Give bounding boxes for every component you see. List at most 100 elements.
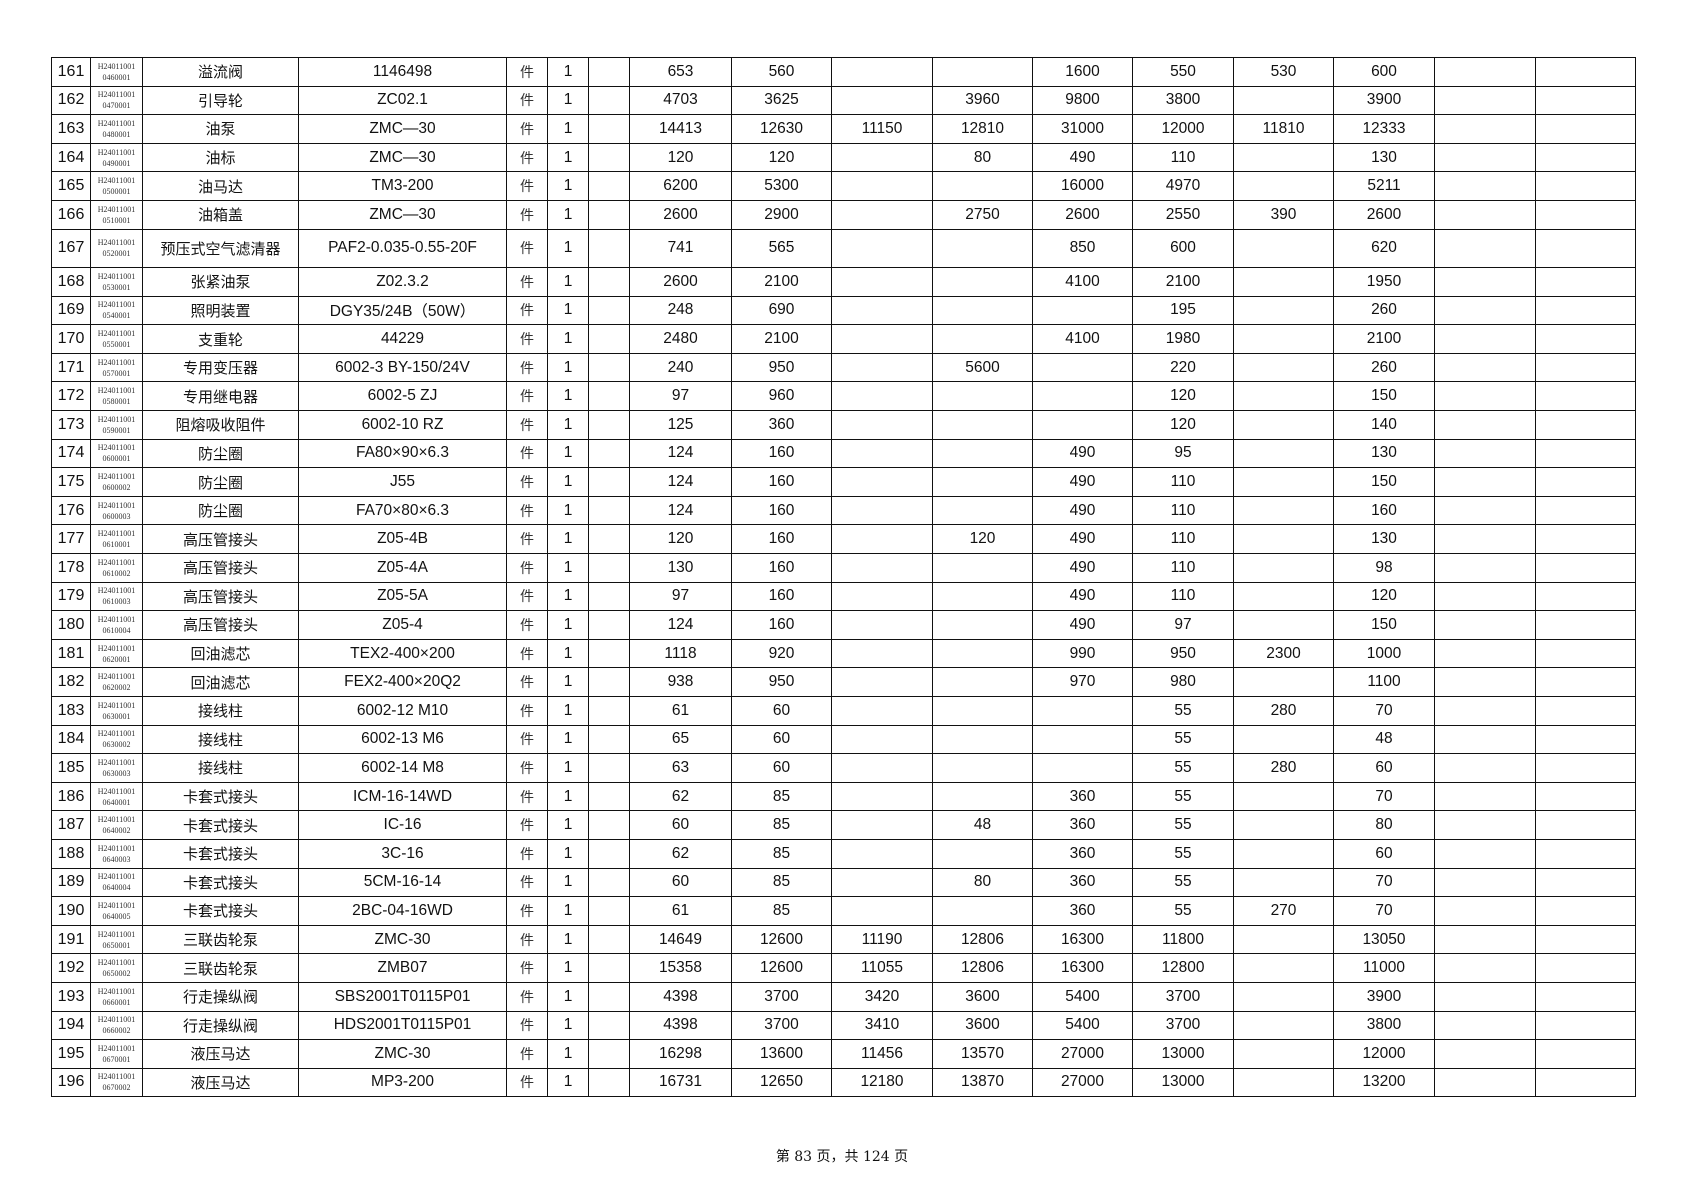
price-cell: 14649	[629, 924, 732, 955]
price-cell: 13870	[932, 1067, 1033, 1098]
price-cell: 2100	[1132, 267, 1234, 297]
price-cell: 3800	[1132, 85, 1234, 116]
price-cell	[1233, 981, 1334, 1012]
table-body: 161 H24011001 0460001 溢流阀 1146498 件 1 653 560 160…	[51, 57, 1636, 1098]
item-unit: 件	[506, 495, 548, 526]
price-cell: 3700	[731, 981, 832, 1012]
table-row: 162 H24011001 0470001 引导轮 ZC02.1 件 1 4703 3625 39…	[51, 85, 1636, 116]
item-quantity: 1	[547, 1067, 589, 1098]
price-cell: 490	[1032, 438, 1133, 469]
price-cell: 85	[731, 896, 832, 926]
item-unit: 件	[506, 695, 548, 726]
item-model: 6002-12 M10	[298, 695, 507, 726]
price-cell: 13570	[932, 1039, 1033, 1069]
price-cell: 5600	[932, 352, 1033, 383]
item-code-line: 0540001	[102, 311, 131, 321]
item-unit: 件	[506, 199, 548, 230]
price-cell: 12180	[831, 1067, 933, 1098]
item-code: H24011001 0670001	[90, 1039, 143, 1069]
item-quantity: 1	[547, 438, 589, 469]
empty-cell	[588, 638, 630, 669]
item-name: 预压式空气滤清器	[142, 228, 299, 269]
item-code: H24011001 0460001	[90, 57, 143, 87]
empty-cell	[1434, 581, 1536, 612]
price-cell: 248	[629, 295, 732, 326]
item-unit: 件	[506, 924, 548, 955]
item-quantity: 1	[547, 581, 589, 612]
item-code-line: 0670001	[102, 1054, 131, 1064]
item-quantity: 1	[547, 953, 589, 983]
item-code-line: H24011001	[97, 815, 136, 825]
price-cell	[1233, 352, 1334, 383]
price-cell: 110	[1132, 553, 1234, 583]
empty-cell	[1535, 114, 1636, 144]
item-code-line: H24011001	[97, 329, 136, 339]
item-code-line: H24011001	[97, 414, 136, 424]
item-model: PAF2-0.035-0.55-20F	[298, 228, 507, 269]
row-number: 187	[51, 810, 91, 840]
price-cell: 530	[1233, 57, 1334, 87]
item-code-line: 0600001	[102, 454, 131, 464]
item-code-line: 0640002	[102, 826, 131, 836]
row-number: 167	[51, 228, 91, 269]
item-name: 三联齿轮泵	[142, 924, 299, 955]
price-cell	[1233, 581, 1334, 612]
item-name: 卡套式接头	[142, 896, 299, 926]
item-code-line: H24011001	[97, 1072, 136, 1082]
item-model: FA70×80×6.3	[298, 495, 507, 526]
item-code: H24011001 0610003	[90, 581, 143, 612]
item-unit: 件	[506, 57, 548, 87]
item-code: H24011001 0660001	[90, 981, 143, 1012]
item-code-line: H24011001	[97, 757, 136, 767]
table-row: 179 H24011001 0610003 高压管接头 Z05-5A 件 1 97 160 490…	[51, 581, 1636, 612]
item-code-line: 0630001	[102, 711, 131, 721]
item-code-line: 0610003	[102, 597, 131, 607]
item-name: 接线柱	[142, 724, 299, 755]
empty-cell	[1535, 267, 1636, 297]
price-cell: 280	[1233, 695, 1334, 726]
price-cell: 1100	[1333, 667, 1435, 697]
price-cell: 11055	[831, 953, 933, 983]
price-cell: 65	[629, 724, 732, 755]
price-cell: 160	[1333, 495, 1435, 526]
price-cell: 160	[731, 610, 832, 640]
empty-cell	[1434, 267, 1536, 297]
item-code: H24011001 0670002	[90, 1067, 143, 1098]
item-unit: 件	[506, 228, 548, 269]
item-code-line: H24011001	[97, 872, 136, 882]
item-code-line: 0590001	[102, 425, 131, 435]
empty-cell	[1434, 896, 1536, 926]
price-cell	[932, 295, 1033, 326]
item-name: 张紧油泵	[142, 267, 299, 297]
item-name: 防尘圈	[142, 495, 299, 526]
price-cell: 1980	[1132, 324, 1234, 354]
empty-cell	[1434, 981, 1536, 1012]
price-cell: 12000	[1132, 114, 1234, 144]
price-cell: 4703	[629, 85, 732, 116]
item-code-line: H24011001	[97, 147, 136, 157]
price-cell: 360	[1032, 810, 1133, 840]
item-quantity: 1	[547, 724, 589, 755]
table-row: 168 H24011001 0530001 张紧油泵 Z02.3.2 件 1 2600 2100…	[51, 267, 1636, 297]
price-cell	[831, 610, 933, 640]
empty-cell	[1434, 953, 1536, 983]
item-code: H24011001 0510001	[90, 199, 143, 230]
empty-cell	[1535, 953, 1636, 983]
item-code-line: H24011001	[97, 529, 136, 539]
item-unit: 件	[506, 171, 548, 201]
item-unit: 件	[506, 467, 548, 497]
empty-cell	[588, 610, 630, 640]
empty-cell	[1535, 352, 1636, 383]
price-cell	[932, 553, 1033, 583]
table-row: 180 H24011001 0610004 高压管接头 Z05-4 件 1 124 160 490…	[51, 610, 1636, 640]
price-cell	[932, 781, 1033, 812]
price-cell	[831, 57, 933, 87]
price-cell: 360	[1032, 781, 1133, 812]
price-cell: 60	[629, 867, 732, 898]
price-cell: 55	[1132, 695, 1234, 726]
price-cell: 55	[1132, 810, 1234, 840]
item-code: H24011001 0480001	[90, 114, 143, 144]
row-number: 195	[51, 1039, 91, 1069]
price-cell	[1032, 724, 1133, 755]
empty-cell	[588, 695, 630, 726]
